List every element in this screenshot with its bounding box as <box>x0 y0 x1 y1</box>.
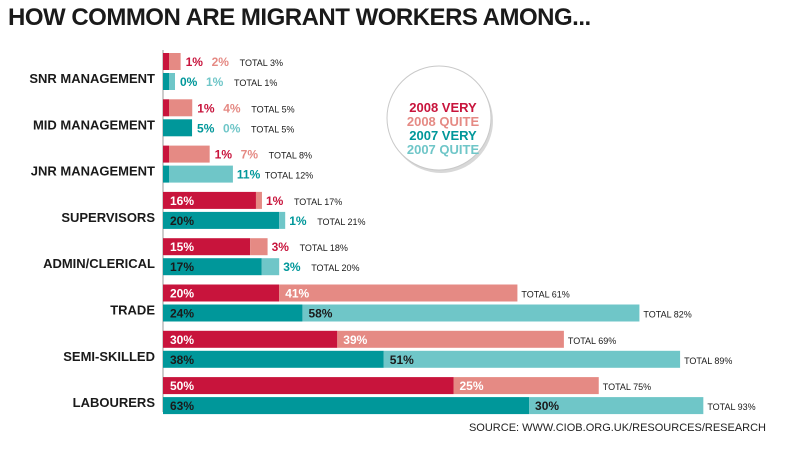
total-label: TOTAL 20% <box>311 263 359 273</box>
total-label: TOTAL 8% <box>269 151 312 161</box>
category-label: SNR MANAGEMENT <box>29 71 155 86</box>
bar-2008-very <box>163 99 169 117</box>
bar-2008-quite <box>169 99 193 117</box>
value-label: 38% <box>170 353 194 367</box>
legend-badge <box>386 65 492 171</box>
bar-2008-quite <box>169 53 181 70</box>
category-label: TRADE <box>110 303 155 318</box>
value-label: 1% <box>289 214 307 228</box>
value-label: 3% <box>283 260 301 274</box>
total-label: TOTAL 93% <box>707 402 755 412</box>
bar-2008-very <box>163 191 256 209</box>
value-label: 7% <box>241 148 259 162</box>
total-label: TOTAL 5% <box>251 124 294 134</box>
value-label: 0% <box>180 75 198 89</box>
value-label: 39% <box>343 333 367 347</box>
value-label: 5% <box>197 121 215 135</box>
category-label: SEMI-SKILLED <box>63 349 155 364</box>
value-label: 41% <box>285 287 309 301</box>
total-label: TOTAL 5% <box>251 104 294 114</box>
source-note: SOURCE: WWW.CIOB.ORG.UK/RESOURCES/RESEAR… <box>468 422 766 434</box>
total-label: TOTAL 75% <box>603 382 651 392</box>
value-label: 15% <box>170 240 194 254</box>
bar-2007-very <box>163 211 280 229</box>
value-label: 1% <box>197 101 215 115</box>
category-label: SUPERVISORS <box>61 210 155 225</box>
value-label: 1% <box>206 75 224 89</box>
total-label: TOTAL 61% <box>521 290 569 300</box>
value-label: 4% <box>223 101 241 115</box>
value-label: 20% <box>170 214 194 228</box>
category-label: MID MANAGEMENT <box>33 117 155 132</box>
bar-2008-very <box>163 53 169 70</box>
bar-2007-quite <box>383 350 681 368</box>
legend-entry: 2007 VERY <box>409 128 477 143</box>
value-label: 3% <box>272 240 290 254</box>
value-label: 51% <box>390 353 414 367</box>
value-label: 17% <box>170 260 194 274</box>
value-label: 30% <box>535 399 559 413</box>
total-label: TOTAL 82% <box>643 310 691 320</box>
total-label: TOTAL 18% <box>300 243 348 253</box>
category-label: ADMIN/CLERICAL <box>43 256 155 271</box>
value-label: 1% <box>186 55 204 69</box>
bar-2008-quite <box>250 238 268 256</box>
value-label: 25% <box>460 379 484 393</box>
bar-2008-very <box>163 377 454 395</box>
bar-2008-very <box>163 284 280 302</box>
legend-entry: 2007 QUITE <box>407 142 480 157</box>
bar-2008-very <box>163 330 338 348</box>
bar-2007-very <box>163 304 303 322</box>
value-label: 2% <box>212 55 230 69</box>
value-label: 1% <box>215 148 233 162</box>
bar-2007-very <box>163 258 262 276</box>
bar-2007-quite <box>261 258 280 276</box>
bar-2008-very <box>163 145 169 163</box>
bar-2007-very <box>163 397 530 415</box>
total-label: TOTAL 1% <box>234 78 277 88</box>
bar-2007-quite <box>279 211 286 229</box>
category-label: JNR MANAGEMENT <box>31 164 155 179</box>
value-label: 58% <box>308 307 332 321</box>
bar-2007-quite <box>302 304 640 322</box>
value-label: 16% <box>170 194 194 208</box>
total-label: TOTAL 89% <box>684 356 732 366</box>
value-label: 1% <box>266 194 284 208</box>
bar-2007-quite <box>169 165 233 183</box>
bar-2008-quite <box>337 330 564 348</box>
bar-2007-quite <box>529 397 704 415</box>
value-label: 11% <box>237 168 261 182</box>
total-label: TOTAL 69% <box>568 336 616 346</box>
value-label: 24% <box>170 307 194 321</box>
bar-2007-quite <box>169 73 175 90</box>
value-label: 63% <box>170 399 194 413</box>
bar-2007-very <box>163 73 169 90</box>
total-label: TOTAL 12% <box>265 171 313 181</box>
total-label: TOTAL 3% <box>240 58 283 68</box>
bar-2008-quite <box>169 145 210 163</box>
value-label: 0% <box>223 121 241 135</box>
bar-2008-quite <box>255 191 262 209</box>
value-label: 30% <box>170 333 194 347</box>
category-label: LABOURERS <box>73 395 156 410</box>
bar-2008-quite <box>279 284 518 302</box>
bar-2007-very <box>163 350 384 368</box>
legend-entry: 2008 VERY <box>409 100 477 115</box>
bar-2008-very <box>163 238 251 256</box>
bar-2008-quite <box>453 377 599 395</box>
value-label: 50% <box>170 379 194 393</box>
legend-entry: 2008 QUITE <box>407 114 480 129</box>
bar-2007-very <box>163 119 193 137</box>
total-label: TOTAL 21% <box>317 217 365 227</box>
bar-2007-very <box>163 165 169 183</box>
total-label: TOTAL 17% <box>294 197 342 207</box>
value-label: 20% <box>170 287 194 301</box>
chart-title: HOW COMMON ARE MIGRANT WORKERS AMONG... <box>8 4 591 31</box>
